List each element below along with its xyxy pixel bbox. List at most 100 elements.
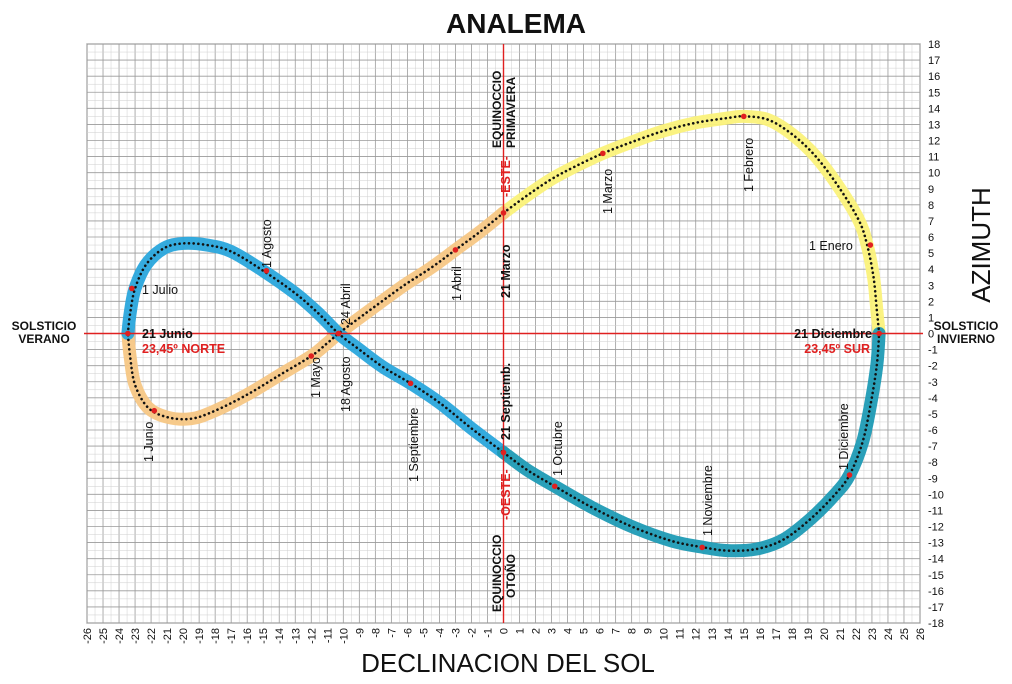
date-marker bbox=[263, 267, 270, 274]
equinoccio-primavera-line1: EQUINOCCIO bbox=[490, 71, 504, 148]
x-tick-label: 17 bbox=[771, 628, 783, 640]
label-18-agosto: 18 Agosto bbox=[339, 356, 353, 412]
y-tick-label: 1 bbox=[928, 312, 934, 324]
y-tick-label: 18 bbox=[928, 39, 940, 51]
x-tick-label: -22 bbox=[146, 628, 158, 644]
x-tick-label: -8 bbox=[370, 628, 382, 638]
solsticio-invierno-line1: SOLSTICIO bbox=[934, 319, 999, 333]
y-tick-label: 7 bbox=[928, 216, 934, 228]
chart-title: ANALEMA bbox=[446, 8, 586, 39]
x-tick-label: -5 bbox=[418, 628, 430, 638]
y-tick-label: 9 bbox=[928, 184, 934, 196]
x-tick-label: -24 bbox=[114, 628, 126, 644]
solsticio-invierno-line2: INVIERNO bbox=[937, 332, 995, 346]
equinoccio-otono-line2: OTOÑO bbox=[503, 554, 518, 598]
y-tick-label: -12 bbox=[928, 522, 944, 534]
label-norte: 23,45º NORTE bbox=[142, 342, 225, 356]
label-21-junio: 21 Junio bbox=[142, 327, 193, 341]
x-tick-label: -26 bbox=[82, 628, 94, 644]
x-tick-label: -17 bbox=[226, 628, 238, 644]
label-1-junio: 1 Junio bbox=[142, 422, 156, 462]
x-tick-label: 2 bbox=[531, 628, 543, 634]
tick-labels: -26 -25 -24 -23 -22 -21 -20 -19 -18 -17 -16 -15 -14-… bbox=[82, 39, 944, 644]
label-1-agosto: 1 Agosto bbox=[260, 219, 274, 268]
y-tick-label: -13 bbox=[928, 538, 944, 550]
x-tick-label: -19 bbox=[194, 628, 206, 644]
x-tick-label: -12 bbox=[306, 628, 318, 644]
x-tick-label: 24 bbox=[883, 628, 895, 640]
x-tick-label: 7 bbox=[611, 628, 623, 634]
y-tick-label: -10 bbox=[928, 489, 944, 501]
y-tick-label: -18 bbox=[928, 618, 944, 630]
label-1-febrero: 1 Febrero bbox=[742, 138, 756, 192]
label-1-septiembre: 1 Septiembre bbox=[407, 408, 421, 482]
x-tick-label: 23 bbox=[867, 628, 879, 640]
y-tick-label: 10 bbox=[928, 168, 940, 180]
y-tick-label: -14 bbox=[928, 554, 944, 566]
date-marker bbox=[551, 483, 558, 490]
x-tick-label: -10 bbox=[338, 628, 350, 644]
x-tick-label: 10 bbox=[659, 628, 671, 640]
date-marker bbox=[846, 472, 853, 478]
date-marker bbox=[151, 407, 158, 414]
y-tick-label: 14 bbox=[928, 103, 940, 115]
label-1-abril: 1 Abril bbox=[450, 266, 464, 301]
label-este: -ESTE- bbox=[499, 156, 513, 197]
label-1-noviembre: 1 Noviembre bbox=[701, 465, 715, 536]
x-tick-label: 15 bbox=[739, 628, 751, 640]
y-tick-label: 3 bbox=[928, 280, 934, 292]
analemma-dots-3 bbox=[502, 332, 881, 553]
label-21-septiembre: 21 Septiemb. bbox=[499, 363, 513, 440]
x-tick-label: -4 bbox=[434, 628, 446, 638]
y-tick-label: 6 bbox=[928, 232, 934, 244]
date-marker bbox=[740, 113, 747, 120]
y-tick-label: -17 bbox=[928, 602, 944, 614]
label-oeste: -OESTE- bbox=[499, 469, 513, 520]
y-tick-label: -5 bbox=[928, 409, 938, 421]
equinoccio-primavera-line2: PRIMAVERA bbox=[504, 77, 518, 148]
y-tick-label: -9 bbox=[928, 473, 938, 485]
label-1-mayo: 1 Mayo bbox=[309, 357, 323, 398]
x-tick-label: 8 bbox=[627, 628, 639, 634]
y-tick-label: -1 bbox=[928, 345, 938, 357]
y-tick-label: 5 bbox=[928, 248, 934, 260]
label-1-diciembre: 1 Diciembre bbox=[837, 403, 851, 470]
x-axis-label: DECLINACION DEL SOL bbox=[361, 648, 655, 678]
x-tick-label: 0 bbox=[499, 628, 511, 634]
x-tick-label: 22 bbox=[851, 628, 863, 640]
x-tick-label: 18 bbox=[787, 628, 799, 640]
analemma-dots-2 bbox=[126, 241, 505, 454]
x-tick-label: 5 bbox=[579, 628, 591, 634]
date-marker bbox=[699, 544, 705, 551]
x-tick-label: 1 bbox=[515, 628, 527, 634]
solsticio-verano-line2: VERANO bbox=[18, 332, 69, 346]
y-tick-label: 13 bbox=[928, 119, 940, 131]
x-tick-label: 19 bbox=[803, 628, 815, 640]
y-tick-label: 16 bbox=[928, 71, 940, 83]
x-tick-label: 3 bbox=[547, 628, 559, 634]
equinoccio-otono-line1: EQUINOCCIO bbox=[490, 535, 504, 612]
date-marker bbox=[500, 449, 507, 456]
y-tick-label: -6 bbox=[928, 425, 938, 437]
x-tick-label: 16 bbox=[755, 628, 767, 640]
y-tick-label: 15 bbox=[928, 87, 940, 99]
label-1-julio: 1 Julio bbox=[142, 283, 178, 297]
y-tick-label: 8 bbox=[928, 200, 934, 212]
x-tick-label: 25 bbox=[899, 628, 911, 640]
x-tick-label: 12 bbox=[691, 628, 703, 640]
date-marker bbox=[500, 210, 507, 216]
y-tick-label: 0 bbox=[928, 329, 934, 341]
date-marker bbox=[407, 380, 414, 387]
date-markers bbox=[125, 113, 882, 551]
x-tick-label: -25 bbox=[98, 628, 110, 644]
y-tick-label: -7 bbox=[928, 441, 938, 453]
x-tick-label: -13 bbox=[290, 628, 302, 644]
x-tick-label: 9 bbox=[643, 628, 655, 634]
y-tick-label: -11 bbox=[928, 505, 943, 517]
y-tick-label: 2 bbox=[928, 296, 934, 308]
x-tick-label: -1 bbox=[482, 628, 494, 638]
x-tick-label: 14 bbox=[723, 628, 735, 640]
reference-lines bbox=[84, 44, 923, 623]
x-tick-label: -6 bbox=[402, 628, 414, 638]
y-tick-label: -4 bbox=[928, 393, 938, 405]
